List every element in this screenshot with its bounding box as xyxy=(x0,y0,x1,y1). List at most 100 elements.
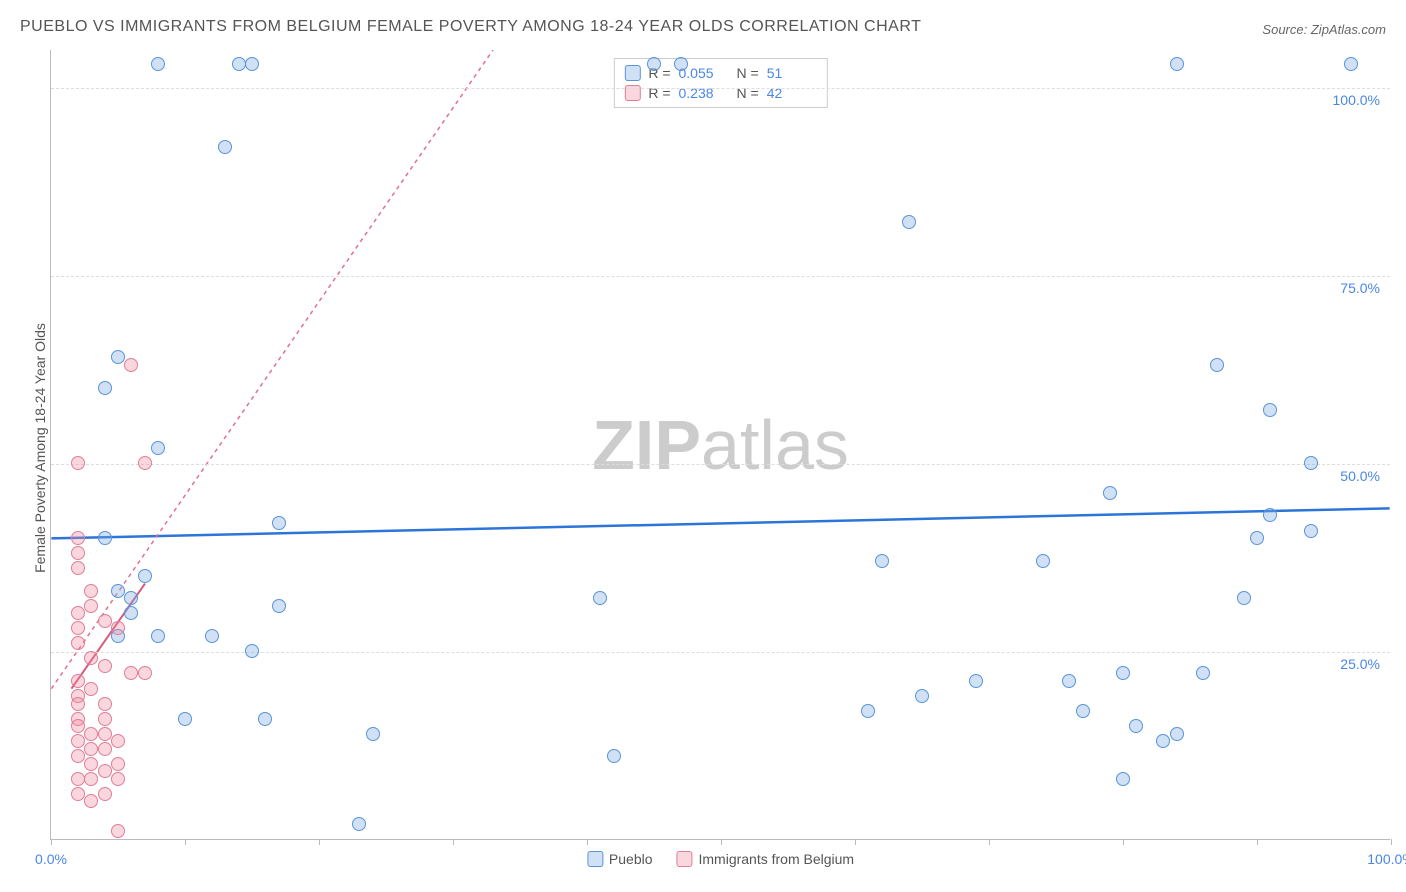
data-point xyxy=(71,621,85,635)
data-point xyxy=(98,764,112,778)
x-tick xyxy=(721,839,722,845)
data-point xyxy=(124,666,138,680)
data-point xyxy=(84,742,98,756)
x-tick xyxy=(453,839,454,845)
data-point xyxy=(98,531,112,545)
data-point xyxy=(1250,531,1264,545)
data-point xyxy=(1170,727,1184,741)
legend-swatch xyxy=(677,851,693,867)
data-point xyxy=(258,712,272,726)
data-point xyxy=(71,561,85,575)
x-tick xyxy=(1257,839,1258,845)
data-point xyxy=(71,697,85,711)
data-point xyxy=(111,757,125,771)
legend-swatch xyxy=(624,65,640,81)
data-point xyxy=(124,358,138,372)
x-tick-label: 100.0% xyxy=(1367,851,1406,867)
data-point xyxy=(366,727,380,741)
legend-stat-row: R =0.238N =42 xyxy=(624,83,816,103)
data-point xyxy=(1156,734,1170,748)
data-point xyxy=(71,546,85,560)
data-point xyxy=(84,651,98,665)
data-point xyxy=(1263,403,1277,417)
x-tick xyxy=(319,839,320,845)
data-point xyxy=(272,516,286,530)
data-point xyxy=(1237,591,1251,605)
data-point xyxy=(178,712,192,726)
data-point xyxy=(124,606,138,620)
data-point xyxy=(593,591,607,605)
data-point xyxy=(111,824,125,838)
data-point xyxy=(969,674,983,688)
x-tick xyxy=(185,839,186,845)
data-point xyxy=(71,456,85,470)
data-point xyxy=(138,456,152,470)
data-point xyxy=(151,629,165,643)
data-point xyxy=(84,584,98,598)
data-point xyxy=(1129,719,1143,733)
data-point xyxy=(98,381,112,395)
data-point xyxy=(138,666,152,680)
data-point xyxy=(1062,674,1076,688)
y-axis-label: Female Poverty Among 18-24 Year Olds xyxy=(32,298,48,598)
x-tick xyxy=(855,839,856,845)
grid-line xyxy=(51,88,1390,89)
data-point xyxy=(71,674,85,688)
watermark: ZIPatlas xyxy=(592,405,849,485)
grid-line xyxy=(51,464,1390,465)
n-value: 51 xyxy=(767,65,817,81)
data-point xyxy=(111,734,125,748)
data-point xyxy=(71,606,85,620)
legend-bottom: Pueblo Immigrants from Belgium xyxy=(587,851,854,867)
data-point xyxy=(84,757,98,771)
data-point xyxy=(1036,554,1050,568)
data-point xyxy=(98,614,112,628)
data-point xyxy=(84,794,98,808)
watermark-bold: ZIP xyxy=(592,406,701,484)
data-point xyxy=(1210,358,1224,372)
x-tick xyxy=(51,839,52,845)
data-point xyxy=(1344,57,1358,71)
data-point xyxy=(71,772,85,786)
data-point xyxy=(111,772,125,786)
data-point xyxy=(245,57,259,71)
x-tick xyxy=(989,839,990,845)
data-point xyxy=(71,734,85,748)
data-point xyxy=(71,749,85,763)
n-label: N = xyxy=(737,65,759,81)
data-point xyxy=(1196,666,1210,680)
data-point xyxy=(98,727,112,741)
data-point xyxy=(111,584,125,598)
legend-item: Pueblo xyxy=(587,851,653,867)
data-point xyxy=(98,712,112,726)
source-name: ZipAtlas.com xyxy=(1311,22,1386,37)
data-point xyxy=(84,682,98,696)
y-tick-label: 75.0% xyxy=(1340,280,1380,296)
data-point xyxy=(138,569,152,583)
source-attribution: Source: ZipAtlas.com xyxy=(1262,22,1386,37)
watermark-light: atlas xyxy=(701,406,849,484)
data-point xyxy=(232,57,246,71)
plot-area: ZIPatlas R =0.055N =51R =0.238N =42 Pueb… xyxy=(50,50,1390,840)
chart-title: PUEBLO VS IMMIGRANTS FROM BELGIUM FEMALE… xyxy=(20,18,921,36)
y-tick-label: 100.0% xyxy=(1333,92,1380,108)
data-point xyxy=(111,621,125,635)
legend-label: Pueblo xyxy=(609,851,653,867)
legend-item: Immigrants from Belgium xyxy=(677,851,855,867)
data-point xyxy=(607,749,621,763)
x-tick xyxy=(1123,839,1124,845)
data-point xyxy=(98,742,112,756)
legend-stats: R =0.055N =51R =0.238N =42 xyxy=(613,58,827,108)
data-point xyxy=(647,57,661,71)
data-point xyxy=(1116,666,1130,680)
data-point xyxy=(352,817,366,831)
data-point xyxy=(111,350,125,364)
data-point xyxy=(151,441,165,455)
data-point xyxy=(124,591,138,605)
data-point xyxy=(861,704,875,718)
data-point xyxy=(875,554,889,568)
data-point xyxy=(1116,772,1130,786)
y-tick-label: 50.0% xyxy=(1340,468,1380,484)
data-point xyxy=(218,140,232,154)
data-point xyxy=(1103,486,1117,500)
